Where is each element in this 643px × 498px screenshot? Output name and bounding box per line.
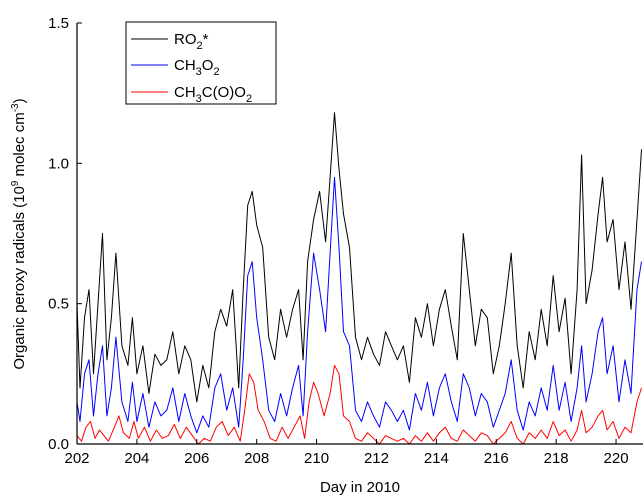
legend-label-ro2: RO2* [174,31,209,52]
legend-label-ch3o2: CH3O2 [174,57,220,78]
x-tick-label: 216 [484,450,509,467]
x-tick-label: 212 [364,450,389,467]
series-line-ro2 [76,112,642,403]
y-tick-label: 1.0 [48,155,69,172]
y-axis-title: Organic peroxy radicals (109 molec cm-3) [10,98,28,369]
y-tick-label: 0.0 [48,436,69,453]
y-tick-label: 0.5 [48,296,69,313]
x-tick-label: 218 [544,450,569,467]
legend-label-ch3coo2: CH3C(O)O2 [174,84,252,105]
x-tick-label: 204 [124,450,149,467]
legend: RO2* CH3O2 CH3C(O)O2 [125,21,277,105]
x-tick-label: 202 [64,450,89,467]
x-tick-label: 206 [184,450,209,467]
x-tick-label: 208 [244,450,269,467]
legend-box [125,21,277,105]
y-axis-ticks: 0.0 0.5 1.0 1.5 [48,15,82,453]
series-line-ch3o2 [76,176,642,434]
y-tick-label: 1.5 [48,15,69,32]
series-line-ch3coo2 [76,364,642,445]
plot-frame [76,23,643,445]
x-axis-title: Day in 2010 [320,479,400,496]
x-tick-label: 210 [304,450,329,467]
series-layer [76,112,642,445]
x-tick-label: 220 [604,450,629,467]
x-axis-ticks: 202 204 206 208 210 212 214 216 218 220 [64,439,629,467]
x-tick-label: 214 [424,450,449,467]
